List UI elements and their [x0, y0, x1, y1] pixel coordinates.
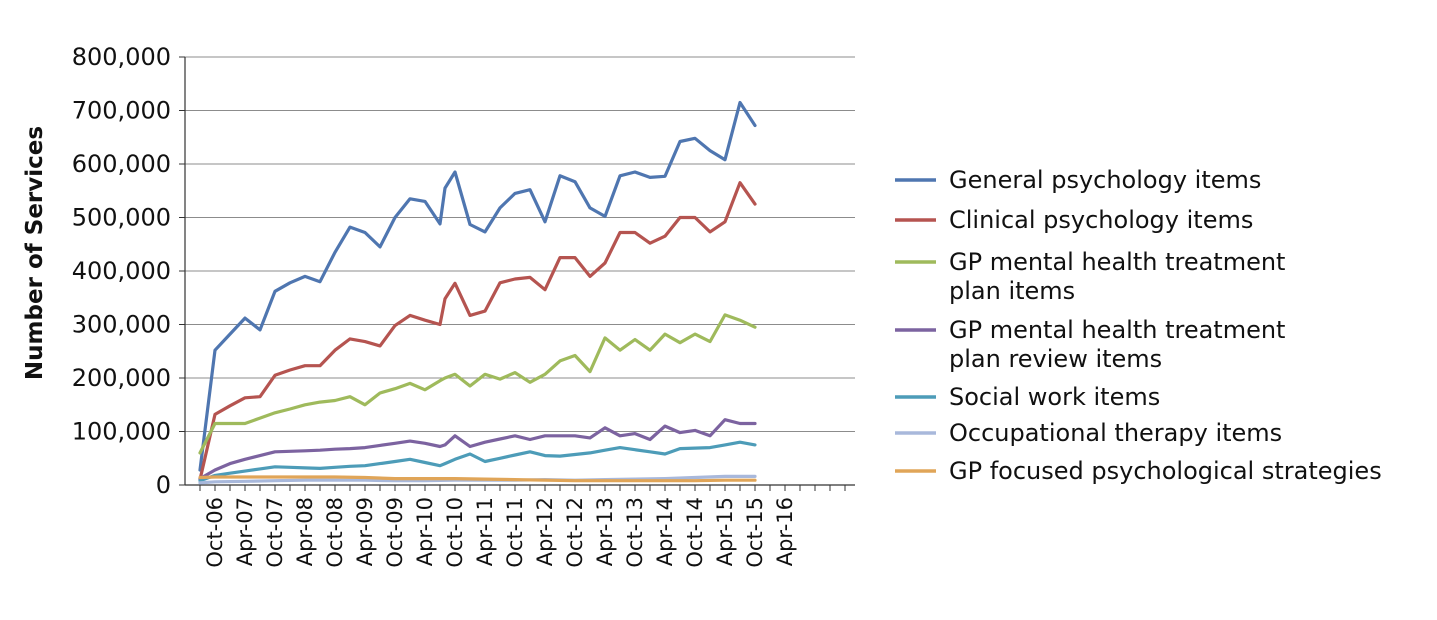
legend-label: GP focused psychological strategies — [949, 457, 1382, 485]
y-tick-label: 0 — [156, 471, 171, 499]
series-line-4 — [198, 418, 757, 481]
y-tick-label: 400,000 — [72, 257, 171, 285]
x-tick-label: Apr-15 — [713, 497, 737, 566]
series-line-5 — [198, 440, 757, 483]
y-tick-label: 200,000 — [72, 364, 171, 392]
y-tick-labels: 0 100,000 200,000 300,000 400,000 500,000 600,… — [72, 43, 171, 499]
x-tick-labels: Oct-06 Apr-07 Oct-07 Apr-08 Oct-08 Apr-09 Oct-… — [203, 497, 797, 568]
series-line-3 — [198, 313, 757, 455]
legend-label: Occupational therapy items — [949, 419, 1282, 447]
y-tick-label: 100,000 — [72, 418, 171, 446]
y-tick-label: 500,000 — [72, 204, 171, 232]
legend-label: plan items — [949, 277, 1075, 305]
x-tick-label: Apr-16 — [773, 497, 797, 566]
x-tick-label: Apr-07 — [233, 497, 257, 566]
legend-label: General psychology items — [949, 166, 1261, 194]
series-line-1 — [198, 100, 757, 472]
x-tick-label: Apr-14 — [653, 497, 677, 566]
x-tick-label: Oct-09 — [383, 497, 407, 568]
series-line-2 — [198, 181, 757, 482]
x-tick-label: Apr-08 — [293, 497, 317, 566]
x-tick-label: Apr-11 — [473, 497, 497, 566]
x-tick-label: Oct-12 — [563, 497, 587, 568]
x-tick-label: Oct-15 — [743, 497, 767, 568]
legend-label: Clinical psychology items — [949, 206, 1253, 234]
x-tick-label: Apr-09 — [353, 497, 377, 566]
x-tick-label: Oct-13 — [623, 497, 647, 568]
grid-lines — [185, 56, 855, 432]
legend: General psychology items Clinical psychol… — [895, 166, 1382, 485]
y-tick-label: 700,000 — [72, 97, 171, 125]
x-tick-label: Oct-10 — [443, 497, 467, 568]
x-tick-label: Oct-14 — [683, 497, 707, 568]
y-tick-label: 600,000 — [72, 150, 171, 178]
x-tick-label: Apr-12 — [533, 497, 557, 566]
x-tick-label: Oct-06 — [203, 497, 227, 568]
x-tick-label: Apr-10 — [413, 497, 437, 566]
y-axis-label: Number of Services — [22, 126, 48, 380]
x-tick-label: Oct-11 — [503, 497, 527, 568]
legend-label: Social work items — [949, 383, 1160, 411]
y-tick-label: 800,000 — [72, 43, 171, 71]
legend-label: GP mental health treatment — [949, 248, 1285, 276]
x-tick-label: Oct-07 — [263, 497, 287, 568]
x-tick-label: Apr-13 — [593, 497, 617, 566]
series-line-7 — [198, 475, 757, 483]
series-lines — [198, 100, 757, 485]
x-tick-label: Oct-08 — [323, 497, 347, 568]
legend-label: plan review items — [949, 345, 1162, 373]
axes — [179, 56, 855, 491]
y-tick-label: 300,000 — [72, 311, 171, 339]
legend-label: GP mental health treatment — [949, 316, 1285, 344]
